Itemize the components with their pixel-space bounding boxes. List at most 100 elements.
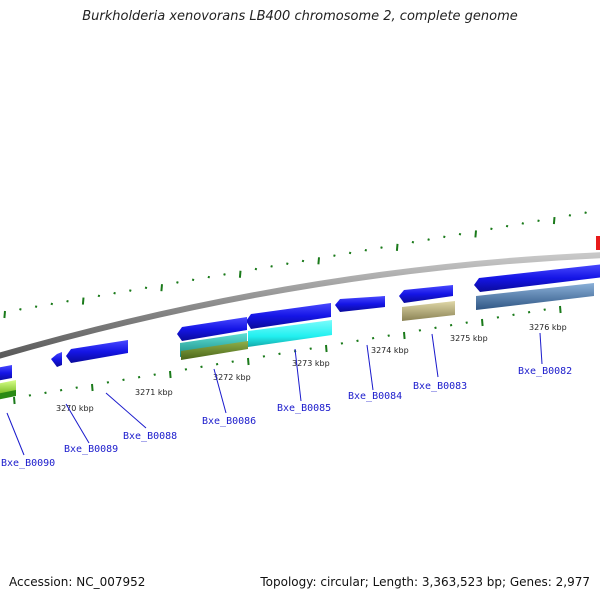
cds-bxe-b0089 [51, 352, 62, 367]
major-tick [3, 310, 6, 319]
minor-tick [254, 267, 258, 271]
minor-tick [449, 323, 453, 327]
scale-label-3275: 3275 kbp [450, 334, 488, 343]
minor-tick [153, 373, 156, 376]
minor-tick [19, 308, 22, 311]
minor-tick [270, 265, 273, 268]
minor-tick [427, 238, 430, 241]
minor-tick [129, 289, 132, 292]
chromosome-backbone [0, 252, 600, 359]
major-tick [325, 344, 328, 353]
inner-tick-ring [13, 305, 562, 405]
major-tick [81, 297, 85, 305]
minor-tick [137, 375, 141, 379]
scale-label-3270: 3270 kbp [56, 404, 94, 413]
minor-tick [521, 222, 525, 225]
topology-label: Topology: circular; Length: 3,363,523 bp… [260, 575, 590, 589]
gene-label-bxe-b0085[interactable]: Bxe_B0085 [277, 403, 331, 414]
minor-tick [191, 278, 195, 282]
gene-label-bxe-b0090[interactable]: Bxe_B0090 [1, 458, 55, 469]
major-tick [403, 331, 406, 340]
feature-olive [181, 341, 248, 360]
minor-tick [537, 219, 540, 223]
scale-label-3276: 3276 kbp [529, 323, 567, 332]
major-tick [13, 396, 16, 405]
minor-tick [301, 259, 305, 263]
minor-tick [176, 281, 179, 284]
cds-bxe-b0090 [0, 365, 12, 381]
minor-tick [278, 352, 281, 356]
scale-label-3274: 3274 kbp [371, 346, 409, 355]
minor-tick [59, 388, 63, 392]
minor-tick [418, 329, 422, 332]
minor-tick [505, 224, 509, 228]
gene-label-bxe-b0089[interactable]: Bxe_B0089 [64, 444, 118, 455]
major-tick [169, 370, 172, 379]
feature-steel [476, 283, 594, 310]
minor-tick [443, 235, 446, 239]
minor-tick [364, 248, 368, 252]
minor-tick [262, 355, 266, 358]
feature-red [596, 236, 600, 250]
major-tick [474, 230, 477, 238]
gene-label-bxe-b0088[interactable]: Bxe_B0088 [123, 431, 177, 442]
scale-label-3271: 3271 kbp [135, 388, 173, 397]
minor-tick [527, 310, 531, 314]
minor-tick [333, 254, 336, 257]
major-tick [238, 270, 242, 278]
map-title: Burkholderia xenovorans LB400 chromosome… [82, 9, 518, 24]
feature-green [0, 390, 16, 400]
minor-tick [75, 386, 78, 389]
minor-tick [348, 251, 352, 255]
accession-label: Accession: NC_007952 [9, 575, 146, 589]
minor-tick [568, 214, 572, 217]
minor-tick [231, 360, 234, 363]
minor-tick [543, 308, 546, 311]
minor-tick [465, 321, 468, 324]
minor-tick [144, 286, 148, 290]
major-tick [247, 357, 250, 366]
gene-label-bxe-b0083[interactable]: Bxe_B0083 [413, 381, 467, 392]
minor-tick [309, 347, 312, 350]
gene-label-bxe-b0082[interactable]: Bxe_B0082 [518, 366, 572, 377]
minor-tick [215, 362, 219, 366]
minor-tick [184, 368, 188, 371]
gene-label-bxe-b0084[interactable]: Bxe_B0084 [348, 391, 402, 402]
feature-khaki [402, 301, 455, 321]
scale-label-3272: 3272 kbp [213, 373, 251, 382]
minor-tick [200, 365, 203, 369]
minor-tick [387, 334, 390, 337]
minor-tick [286, 262, 289, 265]
minor-tick [44, 391, 47, 395]
major-tick [552, 216, 556, 225]
minor-tick [34, 305, 38, 308]
major-tick [317, 257, 320, 265]
minor-tick [356, 339, 359, 343]
major-tick [395, 243, 399, 251]
gene-label-bxe-b0086[interactable]: Bxe_B0086 [202, 416, 256, 427]
cds-bxe-b0088 [66, 340, 128, 363]
cds-bxe-b0083 [399, 285, 453, 303]
major-tick [91, 383, 94, 392]
cds-bxe-b0085 [246, 303, 331, 329]
minor-tick [113, 291, 116, 295]
feature-cyan [248, 320, 332, 347]
minor-tick [434, 326, 437, 330]
cds-bxe-b0084 [335, 296, 385, 312]
minor-tick [97, 294, 101, 298]
minor-tick [106, 381, 110, 384]
minor-tick [490, 227, 493, 231]
gene-leader-lines [6, 332, 543, 456]
minor-tick [223, 273, 226, 276]
cds-bxe-b0086 [177, 317, 247, 341]
minor-tick [122, 378, 125, 382]
scale-label-3273: 3273 kbp [292, 359, 330, 368]
minor-tick [50, 302, 54, 306]
minor-tick [66, 299, 69, 303]
minor-tick [458, 232, 462, 236]
major-tick [160, 284, 163, 292]
outer-tick-ring [3, 211, 587, 319]
major-tick [559, 305, 562, 314]
minor-tick [512, 313, 515, 317]
